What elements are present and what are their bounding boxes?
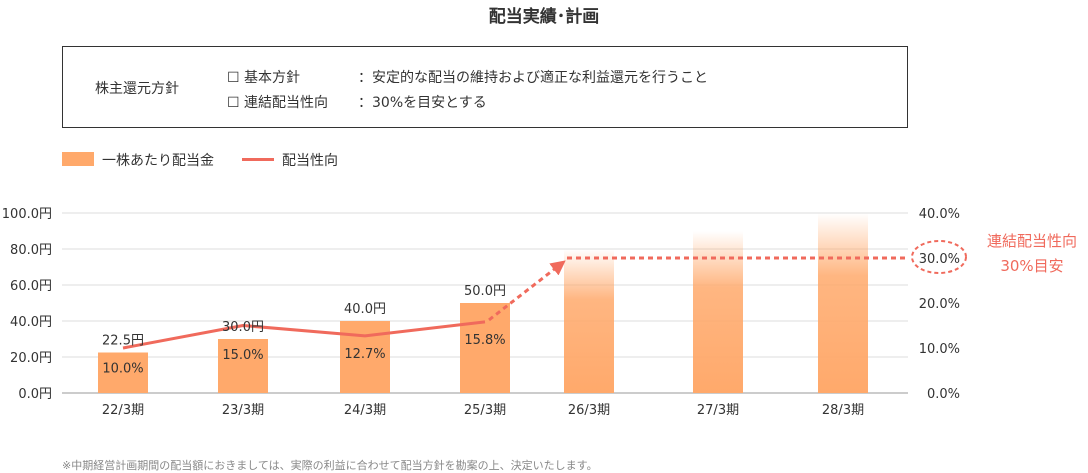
footnote: ※中期経営計画期間の配当額におきましては、実際の利益に合わせて配当方針を勘案の上…	[62, 459, 598, 472]
policy-item-text: 安定的な配当の維持および適正な利益還元を行うこと	[372, 70, 709, 86]
policy-label: 株主還元方針	[95, 81, 179, 97]
legend-label-dividend: 一株あたり配当金	[102, 153, 214, 169]
planned-dividend-bar	[818, 213, 868, 393]
x-axis-category-label: 27/3期	[697, 403, 739, 418]
policy-separator: ：	[358, 95, 373, 111]
right-axis-tick-label: 30.0%	[919, 252, 960, 267]
checkbox-icon: ☐	[227, 95, 240, 111]
left-axis-tick-label: 100.0円	[2, 207, 52, 222]
left-axis-tick-label: 80.0円	[10, 243, 52, 258]
left-axis-tick-label: 20.0円	[10, 351, 52, 366]
payout-ratio-label: 15.8%	[464, 333, 505, 348]
policy-item-text: 30%を目安とする	[372, 95, 487, 111]
planned-dividend-bar	[564, 249, 614, 393]
payout-ratio-label: 15.0%	[222, 348, 263, 363]
right-axis-tick-label: 0.0%	[927, 387, 960, 402]
checkbox-icon: ☐	[227, 70, 240, 86]
annotation-line2: 30%目安	[1000, 257, 1063, 275]
policy-row-basic: ☐ 基本方針 ：安定的な配当の維持および適正な利益還元を行うこと	[227, 67, 708, 87]
x-axis-category-label: 25/3期	[464, 403, 506, 418]
left-axis-tick-label: 60.0円	[10, 279, 52, 294]
annotation-line1: 連結配当性向	[987, 232, 1077, 250]
dividend-bar	[218, 339, 268, 393]
dividend-value-label: 22.5円	[102, 334, 144, 349]
left-axis-tick-label: 0.0円	[18, 387, 52, 402]
dividend-bar	[98, 352, 148, 393]
right-axis-tick-label: 10.0%	[919, 342, 960, 357]
legend-label-payout: 配当性向	[282, 153, 338, 169]
right-axis-tick-label: 40.0%	[919, 207, 960, 222]
policy-item-name: 連結配当性向	[244, 95, 329, 111]
dividend-value-label: 50.0円	[464, 284, 506, 299]
payout-ratio-label: 10.0%	[102, 362, 143, 377]
x-axis-category-label: 26/3期	[568, 403, 610, 418]
x-axis-category-label: 28/3期	[822, 403, 864, 418]
payout-ratio-label: 12.7%	[344, 347, 385, 362]
legend-bar-swatch	[62, 152, 94, 166]
right-axis-tick-label: 20.0%	[919, 297, 960, 312]
policy-separator: ：	[358, 70, 373, 86]
payout-ratio-line	[122, 320, 486, 350]
dividend-value-label: 30.0円	[222, 320, 264, 335]
planned-dividend-bar	[693, 231, 743, 393]
x-axis-category-label: 23/3期	[222, 403, 264, 418]
dividend-bar	[460, 303, 510, 393]
shareholder-return-policy-box: 株主還元方針 ☐ 基本方針 ：安定的な配当の維持および適正な利益還元を行うこと ☐…	[62, 46, 908, 128]
legend-line-swatch	[242, 158, 274, 161]
x-axis-category-label: 24/3期	[344, 403, 386, 418]
target-arrow	[488, 260, 566, 322]
target-highlight-circle	[911, 240, 967, 274]
policy-row-payout: ☐ 連結配当性向 ：30%を目安とする	[227, 92, 487, 112]
chart-title: 配当実績･計画	[488, 7, 600, 27]
x-axis-category-label: 22/3期	[102, 403, 144, 418]
policy-item-name: 基本方針	[244, 70, 301, 86]
left-axis-tick-label: 40.0円	[10, 315, 52, 330]
dividend-value-label: 40.0円	[344, 302, 386, 317]
